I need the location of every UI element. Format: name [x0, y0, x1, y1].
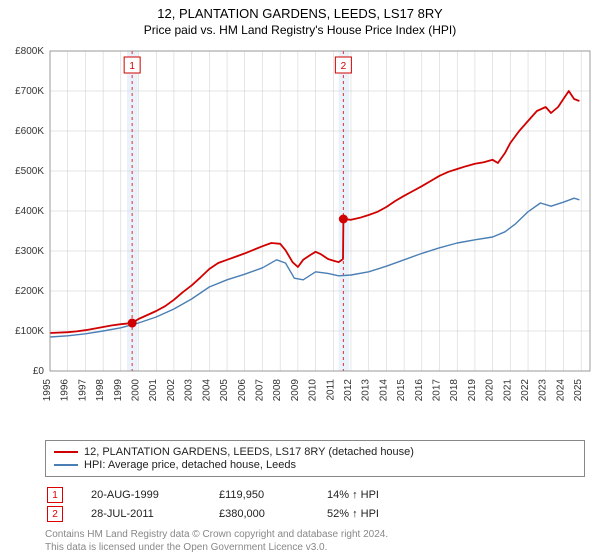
legend-label-hpi: HPI: Average price, detached house, Leed… — [84, 459, 296, 471]
svg-text:2008: 2008 — [272, 379, 283, 402]
svg-text:2017: 2017 — [432, 379, 443, 402]
svg-text:2015: 2015 — [396, 379, 407, 402]
footer-line-2: This data is licensed under the Open Gov… — [45, 541, 585, 554]
footer-line-1: Contains HM Land Registry data © Crown c… — [45, 528, 585, 541]
svg-text:2003: 2003 — [184, 379, 195, 402]
legend-swatch-hpi — [54, 464, 78, 466]
svg-text:2019: 2019 — [467, 379, 478, 402]
chart-svg: £0 £100K £200K £300K £400K £500K £600K £700K £80… — [0, 41, 600, 436]
legend-label-property: 12, PLANTATION GARDENS, LEEDS, LS17 8RY … — [84, 446, 414, 458]
svg-text:2013: 2013 — [361, 379, 372, 402]
svg-text:£800K: £800K — [15, 46, 44, 57]
svg-text:2020: 2020 — [485, 379, 496, 402]
chart-title: 12, PLANTATION GARDENS, LEEDS, LS17 8RY — [0, 0, 600, 21]
svg-text:1998: 1998 — [95, 379, 106, 402]
svg-text:2014: 2014 — [378, 379, 389, 402]
sale-delta-2: 52% ↑ HPI — [327, 508, 379, 520]
svg-text:2006: 2006 — [237, 379, 248, 402]
svg-text:£200K: £200K — [15, 286, 44, 297]
svg-text:2024: 2024 — [555, 379, 566, 402]
svg-text:2: 2 — [341, 61, 347, 72]
svg-text:2023: 2023 — [538, 379, 549, 402]
svg-text:2001: 2001 — [148, 379, 159, 402]
svg-text:1: 1 — [129, 61, 135, 72]
sale-date-2: 28-JUL-2011 — [91, 508, 191, 520]
sale-marker-2: 2 — [47, 506, 63, 522]
sale-price-2: £380,000 — [219, 508, 299, 520]
svg-text:1996: 1996 — [60, 379, 71, 402]
svg-text:2002: 2002 — [166, 379, 177, 402]
svg-text:£100K: £100K — [15, 326, 44, 337]
svg-text:2005: 2005 — [219, 379, 230, 402]
chart-plot-area: £0 £100K £200K £300K £400K £500K £600K £700K £80… — [0, 41, 600, 436]
svg-text:£0: £0 — [33, 366, 45, 377]
svg-text:2025: 2025 — [573, 379, 584, 402]
svg-text:1997: 1997 — [77, 379, 88, 402]
legend-swatch-property — [54, 451, 78, 453]
svg-text:2016: 2016 — [414, 379, 425, 402]
legend-row-property: 12, PLANTATION GARDENS, LEEDS, LS17 8RY … — [54, 446, 576, 458]
sale-marker-1: 1 — [47, 487, 63, 503]
svg-text:£400K: £400K — [15, 206, 44, 217]
svg-text:2007: 2007 — [254, 379, 265, 402]
sale-price-1: £119,950 — [219, 489, 299, 501]
svg-text:2009: 2009 — [290, 379, 301, 402]
svg-text:2004: 2004 — [201, 379, 212, 402]
legend-row-hpi: HPI: Average price, detached house, Leed… — [54, 459, 576, 471]
svg-text:1995: 1995 — [42, 379, 53, 402]
svg-text:2021: 2021 — [502, 379, 513, 402]
chart-subtitle: Price paid vs. HM Land Registry's House … — [0, 21, 600, 41]
svg-text:1999: 1999 — [113, 379, 124, 402]
sale-date-1: 20-AUG-1999 — [91, 489, 191, 501]
sale-delta-1: 14% ↑ HPI — [327, 489, 379, 501]
svg-text:2018: 2018 — [449, 379, 460, 402]
svg-text:2012: 2012 — [343, 379, 354, 402]
sales-list: 1 20-AUG-1999 £119,950 14% ↑ HPI 2 28-JU… — [45, 484, 585, 522]
sale-row-1: 1 20-AUG-1999 £119,950 14% ↑ HPI — [45, 487, 585, 503]
svg-text:2011: 2011 — [325, 379, 336, 401]
chart-container: 12, PLANTATION GARDENS, LEEDS, LS17 8RY … — [0, 0, 600, 560]
svg-text:2000: 2000 — [131, 379, 142, 402]
svg-text:£300K: £300K — [15, 246, 44, 257]
svg-text:2010: 2010 — [308, 379, 319, 402]
sale-row-2: 2 28-JUL-2011 £380,000 52% ↑ HPI — [45, 506, 585, 522]
legend-box: 12, PLANTATION GARDENS, LEEDS, LS17 8RY … — [45, 440, 585, 477]
footer: Contains HM Land Registry data © Crown c… — [45, 528, 585, 554]
svg-text:£700K: £700K — [15, 86, 44, 97]
svg-text:£500K: £500K — [15, 166, 44, 177]
svg-text:£600K: £600K — [15, 126, 44, 137]
svg-text:2022: 2022 — [520, 379, 531, 402]
